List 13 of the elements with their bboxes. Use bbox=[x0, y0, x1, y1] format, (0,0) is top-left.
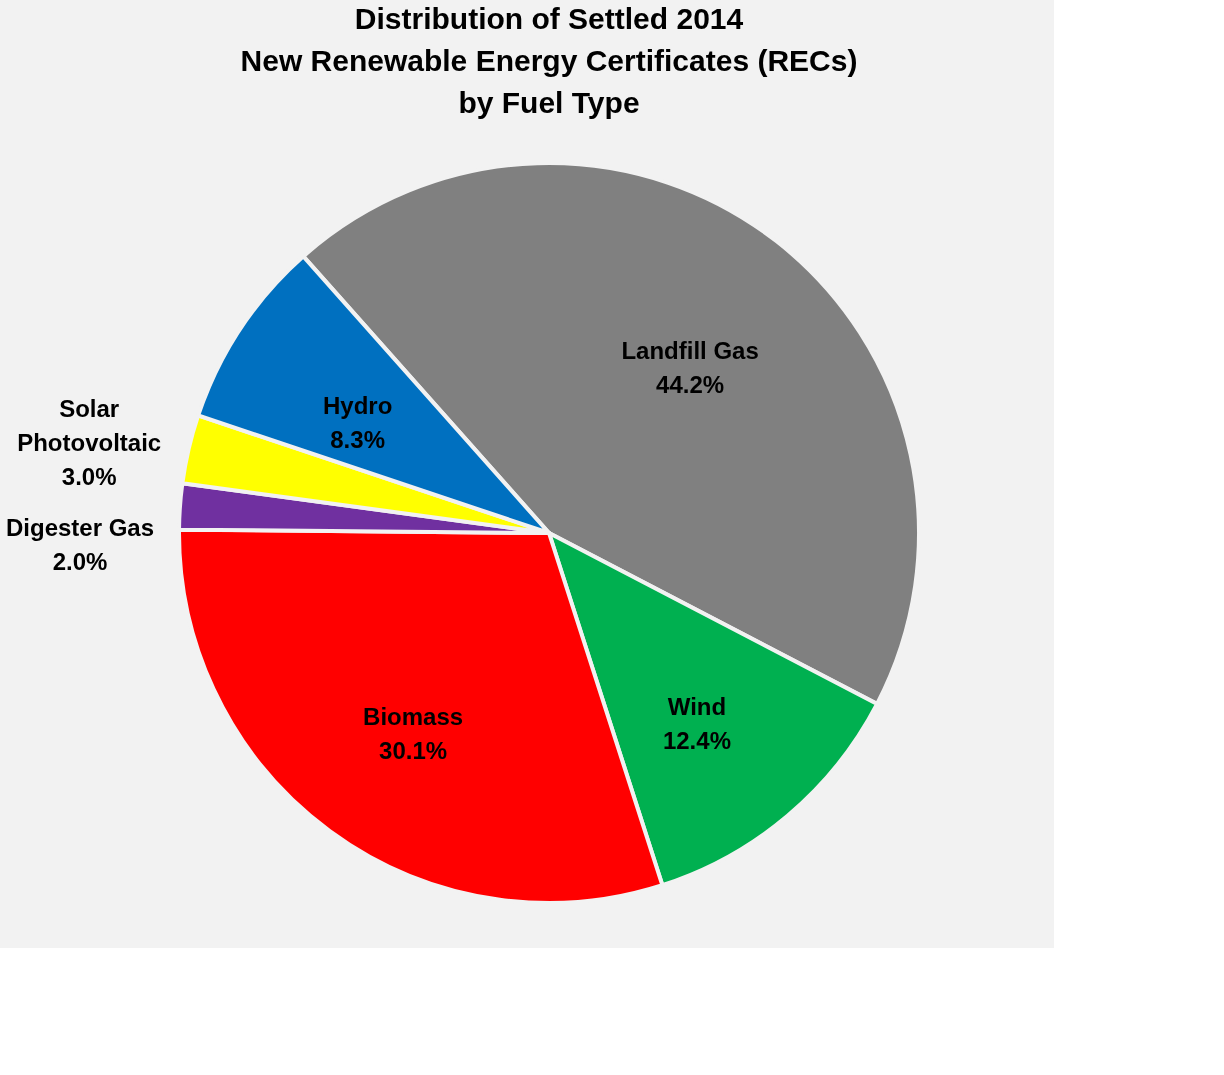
data-label: 2.0% bbox=[52, 547, 108, 575]
slice-label: Biomass bbox=[363, 702, 464, 730]
data-label: 44.2% bbox=[656, 371, 725, 399]
slice-label: Solar Photovoltaic bbox=[17, 395, 162, 457]
data-label: 3.0% bbox=[61, 463, 117, 491]
slice-label: Landfill Gas bbox=[621, 337, 759, 365]
data-label: 30.1% bbox=[379, 736, 448, 764]
slice-label: Wind bbox=[667, 693, 727, 721]
chart-title: Distribution of Settled 2014 New Renewable Energy Certificates (RECs) by Fuel Type bbox=[240, 2, 858, 119]
data-label: 8.3% bbox=[330, 425, 385, 453]
slice-label: Hydro bbox=[322, 391, 393, 419]
data-label: 12.4% bbox=[662, 727, 731, 755]
slice-label: Digester Gas bbox=[5, 513, 155, 541]
